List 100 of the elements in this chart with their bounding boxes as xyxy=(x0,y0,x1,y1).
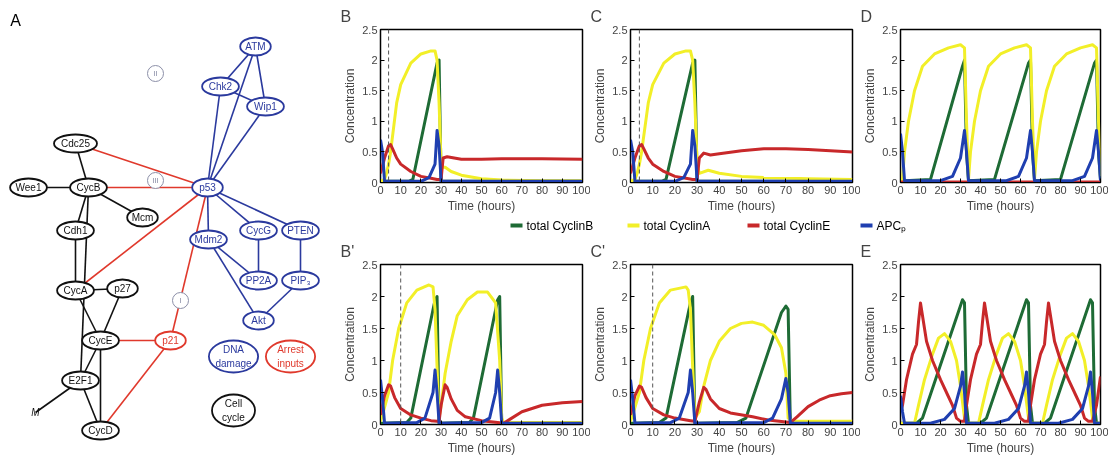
x-tick-label: 10 xyxy=(914,183,927,196)
x-tick-label: 30 xyxy=(954,425,967,438)
text: p53 xyxy=(199,182,217,193)
text: Wee1 xyxy=(15,182,42,193)
text: CycD xyxy=(88,425,113,436)
x-axis-title: Time (hours) xyxy=(447,198,516,213)
y-axis-title: Concentration xyxy=(593,307,608,382)
chart-title: E xyxy=(860,242,872,260)
x-tick-label: 90 xyxy=(1074,425,1087,438)
x-tick-label: 40 xyxy=(713,425,726,438)
text: II xyxy=(153,69,158,78)
x-tick-label: 100 xyxy=(572,425,591,438)
x-tick-label: 70 xyxy=(515,425,529,438)
x-tick-label: 70 xyxy=(779,183,793,196)
x-tick-label: 50 xyxy=(475,425,488,438)
x-tick-label: 40 xyxy=(455,183,468,196)
x-tick-label: 20 xyxy=(668,183,682,196)
text: Wip1 xyxy=(254,101,278,112)
y-axis-title: Concentration xyxy=(343,307,358,382)
y-tick-label: 2.5 xyxy=(882,23,898,36)
x-axis-title: Time (hours) xyxy=(707,198,776,213)
y-tick-label: 2 xyxy=(371,54,378,67)
text: p21 xyxy=(162,335,180,346)
x-tick-label: 90 xyxy=(824,183,837,196)
text: M xyxy=(31,407,41,418)
y-tick-label: 2.5 xyxy=(612,258,628,271)
x-tick-label: 40 xyxy=(974,183,987,196)
x-tick-label: 60 xyxy=(1014,425,1027,438)
x-tick-label: 70 xyxy=(515,183,529,196)
x-tick-label: 50 xyxy=(994,425,1007,438)
text: Mcm xyxy=(131,212,154,223)
x-tick-label: 70 xyxy=(1034,425,1047,438)
x-axis-title: Time (hours) xyxy=(707,440,776,455)
chart-title: C' xyxy=(590,242,606,260)
x-tick-label: 20 xyxy=(668,425,682,438)
legend-label: APCₚ xyxy=(876,218,907,233)
text: p27 xyxy=(114,283,132,294)
y-tick-label: 1.5 xyxy=(612,84,628,97)
text: A xyxy=(10,12,22,29)
x-tick-label: 40 xyxy=(974,425,987,438)
y-axis-title: Concentration xyxy=(593,68,608,144)
text: Chk2 xyxy=(208,81,233,92)
y-tick-label: 0.5 xyxy=(612,145,628,158)
y-tick-label: 0.5 xyxy=(362,145,378,158)
y-tick-label: 1 xyxy=(371,115,378,128)
x-tick-label: 100 xyxy=(1090,425,1108,438)
text: Mdm2 xyxy=(194,234,223,245)
x-axis-title: Time (hours) xyxy=(966,440,1035,455)
text: CycE xyxy=(88,335,113,346)
x-tick-label: 20 xyxy=(414,183,428,196)
x-tick-label: 100 xyxy=(1090,183,1108,196)
y-tick-label: 1 xyxy=(891,354,898,367)
text: ATM xyxy=(245,41,266,52)
x-tick-label: 30 xyxy=(434,425,448,438)
x-tick-label: 70 xyxy=(779,425,793,438)
chart-title: B xyxy=(340,7,352,25)
y-tick-label: 0.5 xyxy=(882,386,898,399)
x-axis-title: Time (hours) xyxy=(447,440,516,455)
y-axis-title: Concentration xyxy=(863,68,878,144)
y-tick-label: 1.5 xyxy=(882,84,898,97)
y-tick-label: 0.5 xyxy=(362,386,378,399)
x-tick-label: 30 xyxy=(690,425,704,438)
y-tick-label: 1 xyxy=(621,354,628,367)
x-tick-label: 70 xyxy=(1034,183,1047,196)
text: PTEN xyxy=(287,225,314,236)
text: III xyxy=(152,176,159,185)
x-tick-label: 10 xyxy=(394,183,407,196)
y-tick-label: 1 xyxy=(371,354,378,367)
x-tick-label: 90 xyxy=(1074,183,1087,196)
text: PP2A xyxy=(245,275,272,286)
y-tick-label: 1.5 xyxy=(362,322,378,335)
y-tick-label: 1 xyxy=(621,115,628,128)
x-tick-label: 90 xyxy=(556,183,569,196)
legend-label: total CyclinE xyxy=(763,218,831,233)
y-tick-label: 2 xyxy=(891,54,898,67)
y-tick-label: 1.5 xyxy=(882,322,898,335)
x-tick-label: 60 xyxy=(495,425,508,438)
x-tick-label: 80 xyxy=(801,183,815,196)
x-tick-label: 30 xyxy=(690,183,704,196)
y-tick-label: 0.5 xyxy=(612,386,628,399)
text: Cell cycle xyxy=(222,398,246,423)
x-tick-label: 40 xyxy=(713,183,726,196)
x-tick-label: 50 xyxy=(994,183,1007,196)
legend-label: total CyclinA xyxy=(643,218,711,233)
x-tick-label: 20 xyxy=(934,425,947,438)
y-tick-label: 1.5 xyxy=(612,322,628,335)
x-tick-label: 80 xyxy=(1054,183,1067,196)
x-tick-label: 80 xyxy=(801,425,815,438)
x-tick-label: 60 xyxy=(757,183,770,196)
y-tick-label: 1.5 xyxy=(362,84,378,97)
x-tick-label: 20 xyxy=(414,425,428,438)
text: CycA xyxy=(63,285,88,296)
y-tick-label: 2.5 xyxy=(362,23,378,36)
text: DNA damage xyxy=(215,344,253,369)
chart-title: D xyxy=(860,7,873,25)
y-tick-label: 2 xyxy=(621,54,628,67)
y-tick-label: 2.5 xyxy=(612,23,628,36)
y-tick-label: 2 xyxy=(371,290,378,303)
x-tick-label: 100 xyxy=(572,183,591,196)
x-axis-title: Time (hours) xyxy=(966,198,1035,213)
